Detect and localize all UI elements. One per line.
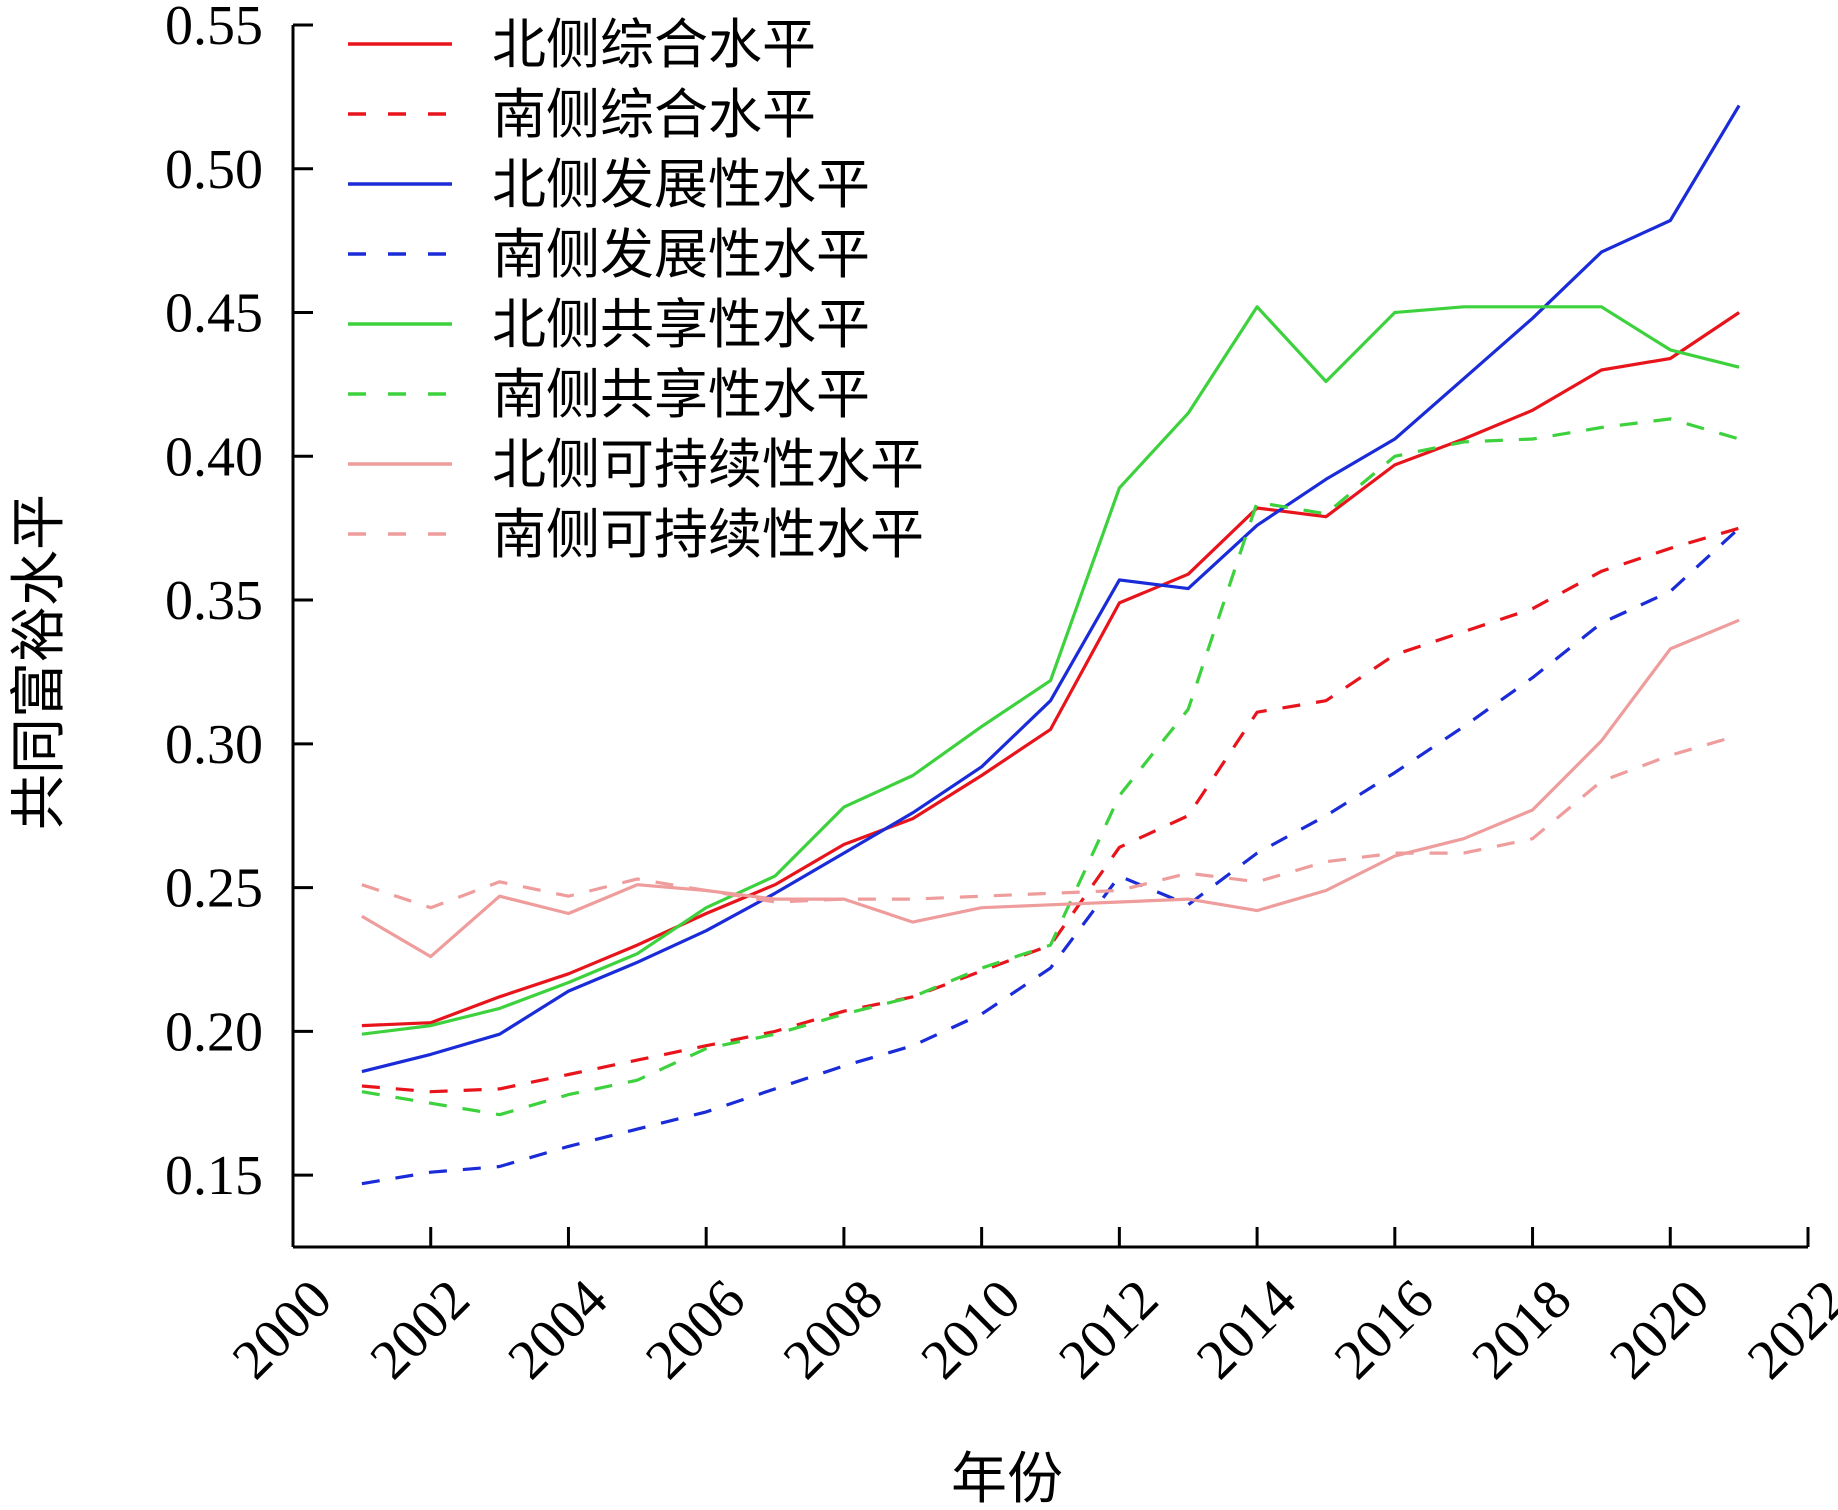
y-tick-label: 0.15: [165, 1145, 263, 1207]
x-tick-label: 2022: [1736, 1268, 1838, 1391]
series-line-5: [361, 305, 1740, 1036]
y-tick-label: 0.45: [165, 283, 263, 345]
y-axis: 0.15 0.20 0.25 0.30 0.35 0.40 0.45 0.50 0.55: [165, 0, 313, 1207]
series-line-8: [361, 733, 1740, 910]
y-tick-label: 0.50: [165, 139, 263, 201]
x-tick-label: 2002: [359, 1268, 482, 1391]
plot-frame: [291, 25, 1808, 1249]
x-tick-label: 2008: [772, 1268, 895, 1391]
legend-label: 南侧共享性水平: [492, 363, 870, 426]
legend-label: 南侧可持续性水平: [492, 503, 924, 566]
series-line-4: [361, 527, 1741, 1186]
legend-label: 南侧发展性水平: [492, 223, 870, 286]
x-tick-label: 2004: [496, 1268, 619, 1391]
x-axis: 2000 2002 2004 2006 2008 2010 2012 2014 2016 2018…: [221, 1227, 1838, 1391]
y-tick-label: 0.30: [165, 714, 263, 776]
series-line-1: [361, 311, 1740, 1028]
series-lines: [361, 104, 1741, 1186]
x-tick-label: 2006: [634, 1268, 757, 1391]
series-line-3: [361, 104, 1741, 1074]
x-tick-label: 2010: [910, 1268, 1033, 1391]
x-tick-label: 2020: [1598, 1268, 1721, 1391]
x-tick-label: 2018: [1460, 1268, 1583, 1391]
legend-label: 北侧可持续性水平: [492, 433, 924, 496]
y-axis-title: 共同富裕水平: [7, 494, 72, 830]
x-tick-label: 2012: [1047, 1268, 1170, 1391]
x-tick-label: 2000: [221, 1268, 344, 1391]
x-tick-label: 2016: [1323, 1268, 1446, 1391]
y-tick-label: 0.40: [165, 426, 263, 488]
y-tick-label: 0.20: [165, 1001, 263, 1063]
y-tick-label: 0.25: [165, 858, 263, 920]
series-line-6: [361, 417, 1740, 1117]
legend-label: 北侧综合水平: [492, 13, 816, 76]
legend: 北侧综合水平南侧综合水平北侧发展性水平南侧发展性水平北侧共享性水平南侧共享性水平…: [348, 13, 924, 566]
legend-label: 南侧综合水平: [492, 83, 816, 146]
x-axis-title: 年份: [951, 1447, 1063, 1510]
y-tick-label: 0.55: [165, 0, 263, 57]
legend-label: 北侧发展性水平: [492, 153, 870, 216]
legend-label: 北侧共享性水平: [492, 293, 870, 356]
series-line-7: [361, 618, 1740, 959]
series-line-2: [361, 526, 1740, 1094]
y-tick-label: 0.35: [165, 570, 263, 632]
x-tick-label: 2014: [1185, 1268, 1308, 1391]
